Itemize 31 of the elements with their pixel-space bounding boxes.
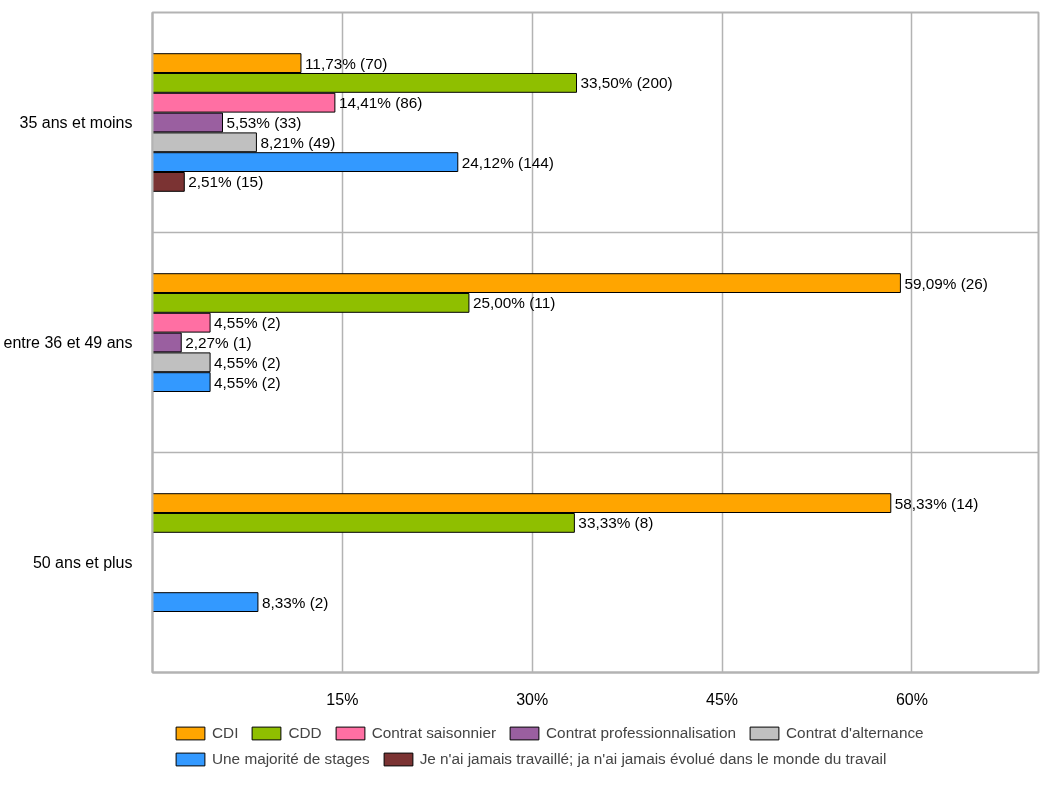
data-label: 2,51% (15) xyxy=(188,173,264,191)
y-tick-label: 35 ans et moins xyxy=(19,114,133,131)
legend-label: Contrat d'alternance xyxy=(786,724,924,742)
legend-label: CDI xyxy=(212,724,239,742)
data-label: 59,09% (26) xyxy=(904,274,988,292)
legend-label: Une majorité de stages xyxy=(212,750,370,768)
x-tick-label: 15% xyxy=(326,690,359,708)
y-tick-label: entre 36 et 49 ans xyxy=(3,334,133,351)
x-tick-label: 30% xyxy=(516,690,549,708)
data-label: 14,41% (86) xyxy=(338,94,423,112)
data-label: 8,21% (49) xyxy=(260,133,336,151)
bar xyxy=(152,592,259,613)
legend-label: CDD xyxy=(288,724,322,742)
x-tick-label: 60% xyxy=(895,690,928,708)
x-tick-label: 45% xyxy=(706,690,739,708)
data-label: 2,27% (1) xyxy=(185,334,252,351)
legend-label: Contrat professionnalisation xyxy=(546,724,737,742)
data-label: 25,00% (11) xyxy=(472,294,556,312)
legend-label: Contrat saisonnier xyxy=(371,724,497,742)
data-label: 24,12% (144) xyxy=(461,153,554,171)
data-label: 33,33% (8) xyxy=(578,514,654,532)
data-label: 58,33% (14) xyxy=(894,494,979,512)
data-label: 11,73% (70) xyxy=(304,54,388,72)
data-label: 33,50% (200) xyxy=(580,74,673,92)
y-tick-label: 50 ans et plus xyxy=(32,554,133,571)
data-label: 8,33% (2) xyxy=(261,593,329,611)
legend-label: Je n'ai jamais travaillé; ja n'ai jamais évolué dans le monde du travail xyxy=(419,750,887,768)
data-label: 5,53% (33) xyxy=(226,114,302,131)
data-label: 4,55% (2) xyxy=(214,373,281,391)
data-label: 4,55% (2) xyxy=(214,314,281,332)
data-label: 4,55% (2) xyxy=(214,353,281,371)
